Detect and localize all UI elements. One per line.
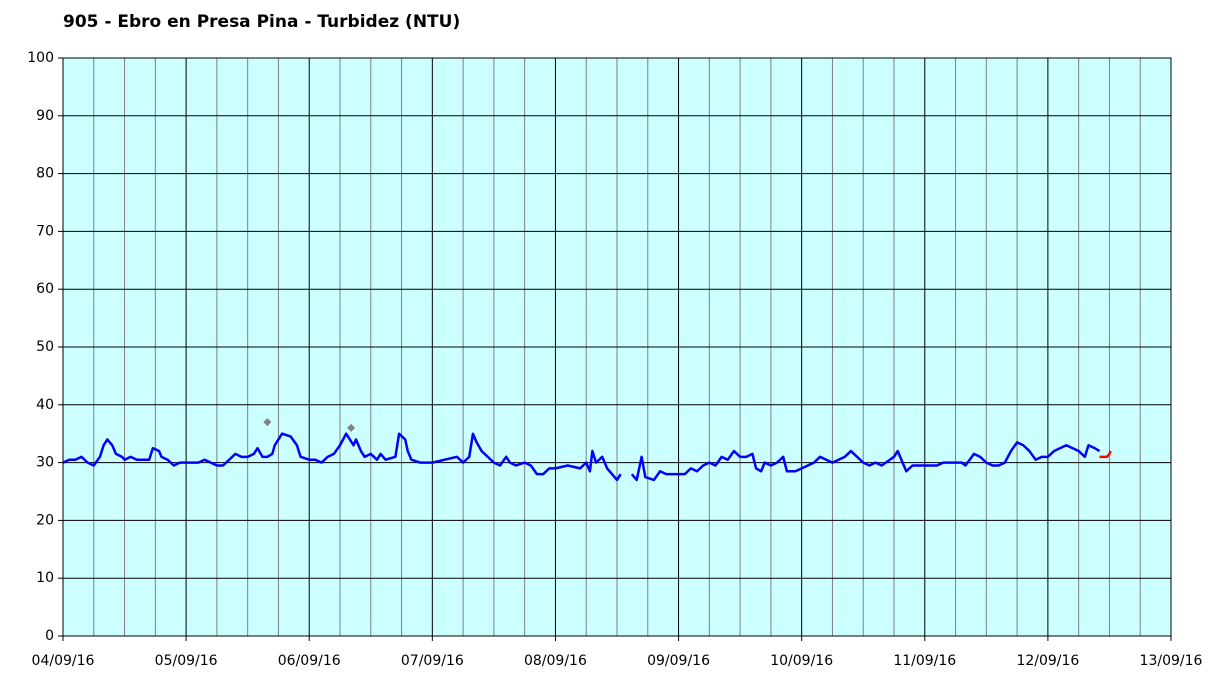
x-tick-label: 05/09/16	[155, 653, 218, 669]
x-tick-label: 09/09/16	[647, 653, 710, 669]
x-tick-label: 08/09/16	[524, 653, 587, 669]
y-tick-label: 30	[36, 455, 54, 471]
y-tick-label: 80	[36, 166, 54, 182]
x-tick-label: 12/09/16	[1016, 653, 1079, 669]
data-point	[347, 423, 356, 432]
y-tick-label: 0	[45, 628, 54, 644]
y-tick-label: 70	[36, 223, 54, 239]
x-tick-label: 04/09/16	[32, 653, 95, 669]
y-tick-label: 40	[36, 397, 54, 413]
data-line	[1099, 450, 1112, 459]
y-tick-label: 10	[36, 570, 54, 586]
x-tick-label: 13/09/16	[1140, 653, 1203, 669]
plot-border	[62, 57, 1172, 637]
y-tick-label: 20	[36, 512, 54, 528]
data-point	[263, 418, 272, 427]
y-tick-label: 90	[36, 108, 54, 124]
y-tick-label: 50	[36, 339, 54, 355]
x-tick-label: 07/09/16	[401, 653, 464, 669]
y-tick-label: 60	[36, 281, 54, 297]
x-tick-label: 10/09/16	[770, 653, 833, 669]
chart-title: 905 - Ebro en Presa Pina - Turbidez (NTU…	[63, 12, 460, 32]
x-tick-label: 06/09/16	[278, 653, 341, 669]
x-tick-label: 11/09/16	[893, 653, 956, 669]
y-tick-label: 100	[27, 50, 54, 66]
data-line	[62, 432, 1101, 482]
